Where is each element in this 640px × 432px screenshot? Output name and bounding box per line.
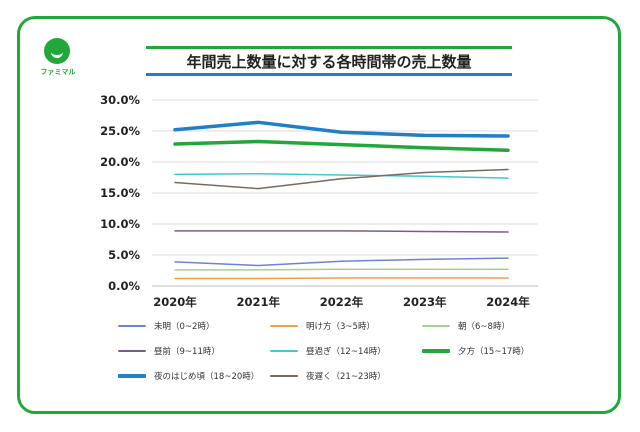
y-tick-label: 0.0% (108, 279, 140, 293)
y-tick-label: 10.0% (100, 217, 140, 231)
x-tick-label: 2022年 (320, 295, 364, 309)
legend-item: 昼前（9~11時） (118, 345, 220, 357)
legend-label: 朝（6~8時） (458, 322, 510, 332)
legend-item: 夜のはじめ頃（18~20時） (118, 370, 259, 382)
legend-swatch (422, 349, 450, 353)
legend-item: 夜遅く（21~23時） (270, 370, 386, 382)
chart-title: 年間売上数量に対する各時間帯の売上数量 (186, 53, 472, 71)
legend-item: 朝（6~8時） (422, 320, 510, 332)
series-line (174, 168, 509, 190)
famimaru-logo: ファミマル (36, 38, 80, 84)
legend-swatch (422, 325, 450, 327)
series-line (173, 120, 510, 138)
legend-swatch (270, 325, 298, 327)
smile-icon (44, 38, 70, 64)
legend-swatch (270, 350, 298, 352)
series-line (174, 268, 509, 271)
legend-item: 未明（0~2時） (118, 320, 214, 332)
y-tick-label: 30.0% (100, 93, 140, 107)
series-line (174, 257, 509, 267)
legend-swatch (118, 325, 146, 327)
legend-label: 夜のはじめ頃（18~20時） (154, 372, 260, 382)
legend-label: 夜遅く（21~23時） (306, 372, 386, 382)
legend-label: 昼過ぎ（12~14時） (306, 347, 386, 357)
y-tick-label: 15.0% (100, 186, 140, 200)
title-bar-top (146, 46, 512, 49)
legend-label: 昼前（9~11時） (154, 347, 220, 357)
series-line (173, 139, 510, 152)
chart-frame (17, 16, 621, 414)
logo-text: ファミマル (40, 68, 76, 76)
y-tick-label: 25.0% (100, 124, 140, 138)
y-tick-label: 5.0% (108, 248, 140, 262)
x-tick-label: 2020年 (153, 295, 197, 309)
legend-label: 未明（0~2時） (154, 322, 215, 332)
legend-item: 明け方（3~5時） (270, 320, 375, 332)
legend-swatch (118, 374, 146, 378)
y-tick-label: 20.0% (100, 155, 140, 169)
x-tick-label: 2023年 (403, 295, 447, 309)
series-line (174, 230, 509, 233)
legend-swatch (118, 350, 146, 352)
title-bar-bottom (146, 73, 512, 76)
legend-label: 夕方（15~17時） (458, 347, 530, 357)
series-line (174, 277, 509, 280)
legend-label: 明け方（3~5時） (306, 322, 375, 332)
legend-item: 昼過ぎ（12~14時） (270, 345, 386, 357)
legend-item: 夕方（15~17時） (422, 345, 529, 357)
legend-swatch (270, 375, 298, 377)
x-tick-label: 2021年 (236, 295, 280, 309)
x-tick-label: 2024年 (486, 295, 530, 309)
series-line (174, 173, 509, 179)
